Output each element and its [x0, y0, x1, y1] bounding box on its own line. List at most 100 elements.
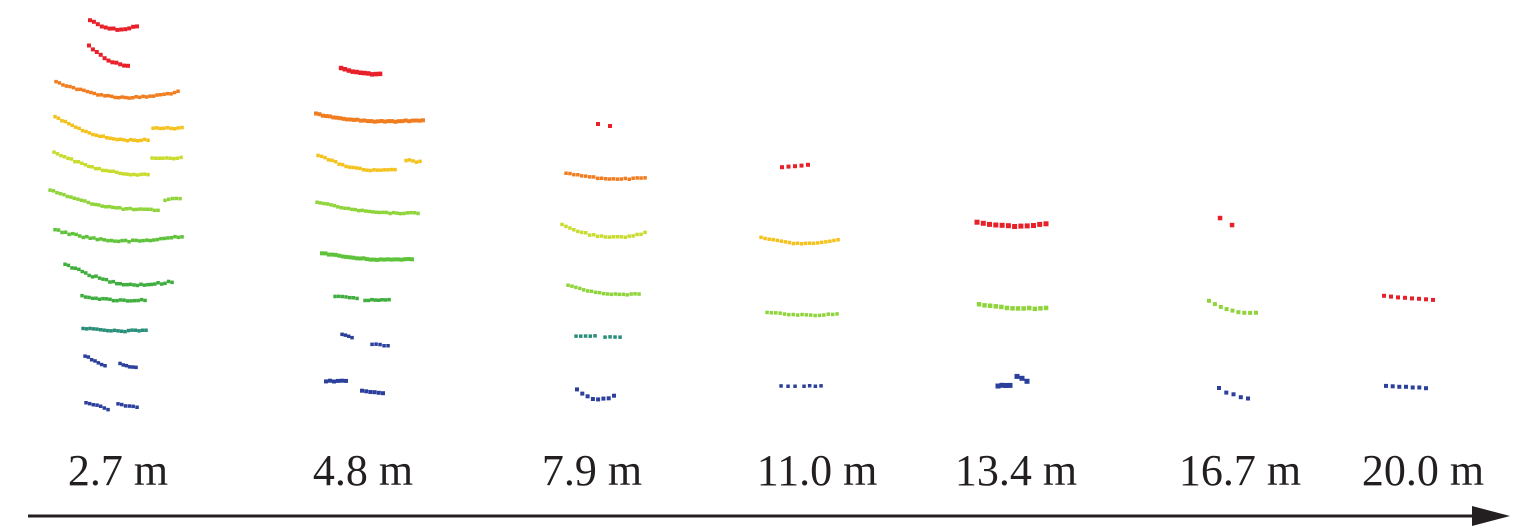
scan-point: [48, 188, 52, 192]
scan-point: [1018, 223, 1024, 229]
scan-point: [595, 234, 600, 239]
scan-point: [75, 87, 79, 92]
scan-point: [129, 137, 133, 142]
scan-point: [1212, 302, 1217, 307]
scan-point: [106, 238, 110, 243]
scan-point: [354, 69, 359, 75]
scan-point: [403, 118, 408, 123]
scan-point: [323, 155, 327, 160]
scan-point: [168, 156, 172, 160]
scan-point: [358, 118, 363, 123]
scan-point: [315, 200, 319, 204]
scan-point: [139, 138, 143, 143]
scan-point: [140, 328, 145, 332]
scan-point: [58, 191, 63, 196]
scan-point: [91, 132, 95, 137]
scan-point: [376, 119, 381, 124]
scan-point: [608, 124, 612, 128]
scan-point: [377, 298, 381, 302]
scan-point: [414, 160, 419, 164]
scan-point: [116, 329, 120, 333]
scan-point: [339, 206, 344, 210]
scan-point: [1012, 224, 1018, 229]
scan-point: [94, 133, 99, 137]
scan-point: [1207, 298, 1211, 303]
scan-point: [113, 239, 117, 243]
scan-point: [795, 313, 800, 317]
scan-point: [1242, 310, 1247, 315]
scan-point: [141, 94, 145, 99]
scan-point: [362, 70, 367, 76]
scan-point: [1038, 306, 1043, 311]
scan-point: [118, 171, 122, 176]
scan-point: [90, 296, 95, 301]
scan-point: [769, 311, 774, 315]
scan-point: [123, 238, 128, 243]
scan-point: [1410, 385, 1415, 390]
scan-point: [382, 168, 387, 172]
scan-point: [782, 312, 787, 316]
scan-point: [993, 222, 999, 228]
scan-point: [344, 378, 348, 383]
scan-point: [107, 204, 111, 209]
scan-point: [564, 171, 568, 175]
scan-point: [629, 292, 633, 296]
scan-point: [98, 52, 103, 57]
scan-point: [780, 165, 784, 170]
scan-point: [61, 83, 65, 87]
scan-point: [396, 119, 401, 124]
scan-point: [579, 334, 583, 338]
scan-point: [96, 93, 100, 97]
scan-point: [89, 358, 94, 362]
scan-point: [763, 236, 767, 241]
scan-point: [807, 384, 812, 388]
scan-point: [130, 238, 135, 242]
scan-point: [146, 138, 150, 142]
scan-point: [65, 194, 70, 199]
scan-point: [111, 169, 115, 173]
scan-point: [372, 168, 376, 172]
scan-point: [344, 254, 349, 259]
scan-point: [95, 327, 99, 331]
scan-point: [813, 313, 817, 318]
scan-point: [787, 312, 791, 317]
scan-point: [354, 256, 359, 261]
scan-point: [779, 239, 783, 243]
scan-point: [410, 118, 415, 123]
scan-point: [111, 298, 116, 303]
scan-point: [152, 208, 157, 213]
scan-point: [103, 364, 107, 368]
scan-point: [1003, 383, 1009, 388]
scan-point: [399, 257, 404, 262]
scan-point: [379, 168, 383, 172]
scan-point: [115, 298, 119, 303]
scan-point: [1014, 373, 1020, 379]
scan-point: [402, 211, 406, 216]
scan-point: [340, 332, 344, 337]
scan-point: [621, 292, 625, 297]
scan-point: [109, 329, 113, 333]
scan-point: [564, 224, 568, 229]
scan-point: [128, 282, 133, 287]
scan-point: [92, 91, 97, 96]
scan-point: [111, 205, 115, 210]
scan-point: [115, 137, 119, 142]
scan-point: [414, 118, 419, 123]
scan-point: [407, 158, 412, 162]
scan-point: [146, 282, 150, 287]
scan-point: [560, 222, 564, 227]
scan-point: [350, 207, 354, 212]
scan-point: [90, 275, 95, 279]
scan-point: [144, 328, 148, 332]
scan-point: [418, 159, 422, 164]
scan-point: [824, 240, 828, 244]
scan-point: [142, 283, 147, 287]
scan-point: [612, 393, 616, 398]
scan-point: [111, 137, 116, 141]
scan-point: [381, 210, 385, 215]
scan-point: [617, 292, 621, 297]
scan-point: [340, 254, 345, 259]
scan-point: [176, 89, 180, 93]
scan-point: [146, 172, 150, 177]
scan-point: [153, 156, 158, 160]
